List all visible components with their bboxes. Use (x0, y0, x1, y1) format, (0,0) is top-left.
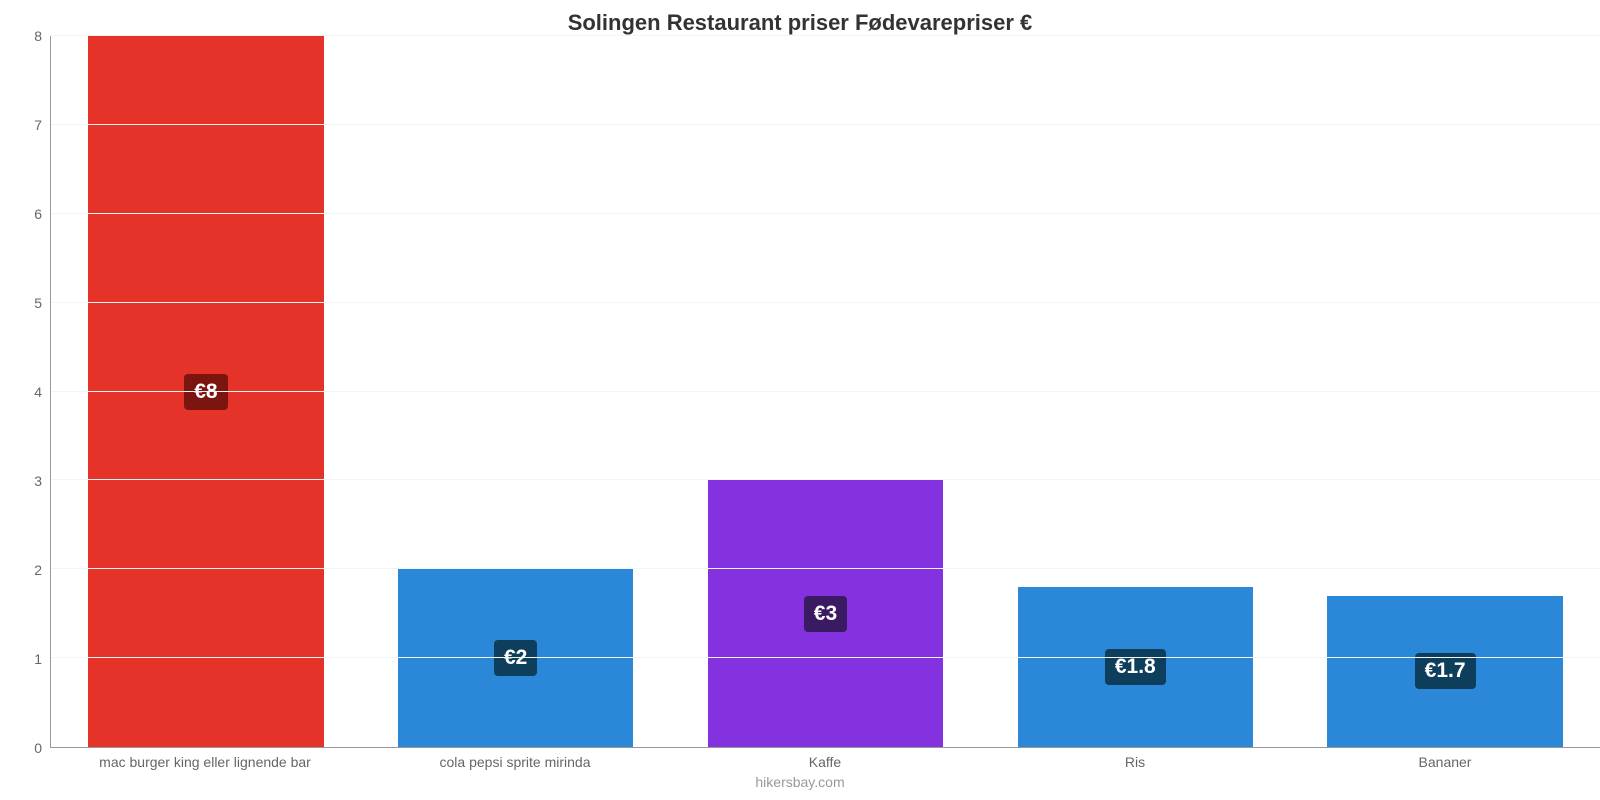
bars-container: €8 €2 €3 €1.8 €1.7 (51, 36, 1600, 747)
gridline (51, 479, 1600, 480)
bar-slot: €1.7 (1290, 36, 1600, 747)
bar: €8 (88, 36, 323, 747)
y-tick: 1 (34, 651, 42, 667)
plot-area: €8 €2 €3 €1.8 €1.7 (50, 36, 1600, 748)
y-tick: 3 (34, 473, 42, 489)
bar: €3 (708, 480, 943, 747)
y-tick: 0 (34, 740, 42, 756)
y-axis: 012345678 (0, 36, 50, 748)
x-category-label: mac burger king eller lignende bar (50, 748, 360, 770)
bar-slot: €3 (671, 36, 981, 747)
bar-slot: €1.8 (980, 36, 1290, 747)
y-tick: 2 (34, 562, 42, 578)
x-category-label: Ris (980, 748, 1290, 770)
x-category-label: Bananer (1290, 748, 1600, 770)
gridline (51, 213, 1600, 214)
x-axis: mac burger king eller lignende barcola p… (0, 748, 1600, 770)
chart-title: Solingen Restaurant priser Fødevareprise… (0, 0, 1600, 36)
plot-row: 012345678 €8€2€3€1.8€1.7 (0, 36, 1600, 748)
gridline (51, 124, 1600, 125)
gridline (51, 35, 1600, 36)
bar-value-label: €2 (494, 640, 537, 676)
bar-value-label: €1.7 (1415, 653, 1476, 689)
gridline (51, 391, 1600, 392)
x-category-label: cola pepsi sprite mirinda (360, 748, 670, 770)
gridline (51, 657, 1600, 658)
bar-value-label: €3 (804, 596, 847, 632)
gridline (51, 302, 1600, 303)
bar-slot: €2 (361, 36, 671, 747)
y-tick: 5 (34, 295, 42, 311)
y-tick: 4 (34, 384, 42, 400)
y-tick: 8 (34, 28, 42, 44)
bar-value-label: €1.8 (1105, 649, 1166, 685)
price-bar-chart: Solingen Restaurant priser Fødevareprise… (0, 0, 1600, 800)
gridline (51, 568, 1600, 569)
bar-slot: €8 (51, 36, 361, 747)
x-labels: mac burger king eller lignende barcola p… (50, 748, 1600, 770)
bar: €2 (398, 569, 633, 747)
bar: €1.7 (1327, 596, 1562, 747)
x-category-label: Kaffe (670, 748, 980, 770)
bar: €1.8 (1018, 587, 1253, 747)
y-tick: 7 (34, 117, 42, 133)
bar-value-label: €8 (184, 374, 227, 410)
y-tick: 6 (34, 206, 42, 222)
x-axis-spacer (0, 748, 50, 770)
chart-footer: hikersbay.com (0, 770, 1600, 800)
